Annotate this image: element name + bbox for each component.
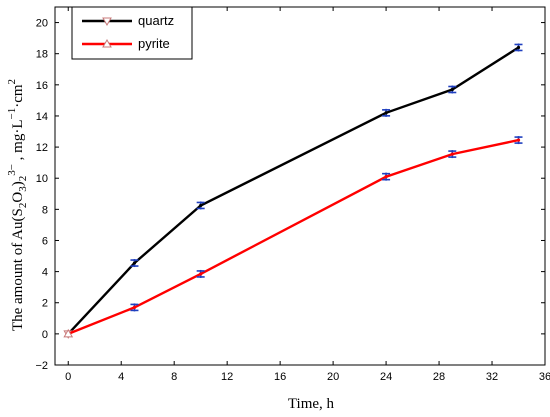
x-tick-label: 28 <box>433 371 445 383</box>
x-axis-title: Time, h <box>288 396 335 412</box>
legend-marker-pyrite <box>102 38 112 48</box>
x-tick-label: 32 <box>486 371 498 383</box>
y-tick-label: 14 <box>36 111 48 123</box>
legend-label-quartz: quartz <box>138 13 174 28</box>
pyrite-point <box>63 328 74 338</box>
y-title-sub2: 3 <box>17 186 29 192</box>
x-tick-label: 20 <box>327 371 339 383</box>
x-tick-label: 12 <box>221 371 233 383</box>
y-title-sub1: 2 <box>17 203 29 209</box>
pyrite-point <box>516 138 521 142</box>
y-title-prefix: The amount of Au(S <box>10 208 26 331</box>
pyrite-point <box>384 175 388 179</box>
svg-text:The amount of Au(S2O3)23− , mg: The amount of Au(S2O3)23− , mg·L−1·cm2 <box>6 79 29 331</box>
y-title-sup2: −1 <box>6 108 18 120</box>
plot-frame <box>54 6 546 366</box>
y-tick-label: 20 <box>36 18 48 30</box>
quartz-point <box>384 111 388 115</box>
y-title-mid3: , mg·L <box>10 120 26 165</box>
y-tick-label: 12 <box>36 142 48 154</box>
y-title-sup3: 2 <box>6 79 18 85</box>
y-tick-label: 0 <box>42 329 48 341</box>
y-title-sup1: 3− <box>6 164 18 176</box>
legend-label-pyrite: pyrite <box>138 36 170 51</box>
pyrite-point <box>450 152 454 156</box>
quartz-point <box>199 203 203 208</box>
y-tick-label: 2 <box>42 298 48 310</box>
y-tick-label: 4 <box>42 267 48 279</box>
y-tick-label: 6 <box>42 235 48 247</box>
y-title-mid1: O <box>10 192 26 203</box>
x-tick-label: 8 <box>171 371 177 383</box>
y-tick-label: 10 <box>36 173 48 185</box>
legend-box <box>71 6 193 60</box>
y-tick-label: 18 <box>36 49 48 61</box>
y-title-mid4: ·cm <box>10 84 26 108</box>
y-tick-label: 8 <box>42 204 48 216</box>
pyrite-point <box>199 272 203 276</box>
x-tick-label: 36 <box>539 371 550 383</box>
y-axis-title: The amount of Au(S2O3)23− , mg·L−1·cm2 <box>6 79 29 331</box>
quartz-point <box>450 87 454 92</box>
y-tick-label: −2 <box>35 360 48 372</box>
x-tick-label: 4 <box>118 371 124 383</box>
y-tick-label: 16 <box>36 80 48 92</box>
quartz-point <box>516 45 521 50</box>
legend-marker-quartz <box>102 17 112 27</box>
quartz-point <box>132 261 137 265</box>
y-title-mid2: ) <box>10 181 26 186</box>
x-tick-label: 0 <box>65 371 71 383</box>
quartz-line <box>67 46 520 335</box>
y-title-sub3: 2 <box>17 176 29 182</box>
pyrite-line <box>67 138 519 336</box>
x-tick-label: 16 <box>274 371 286 383</box>
x-tick-label: 24 <box>380 371 392 383</box>
pyrite-point <box>132 305 137 310</box>
